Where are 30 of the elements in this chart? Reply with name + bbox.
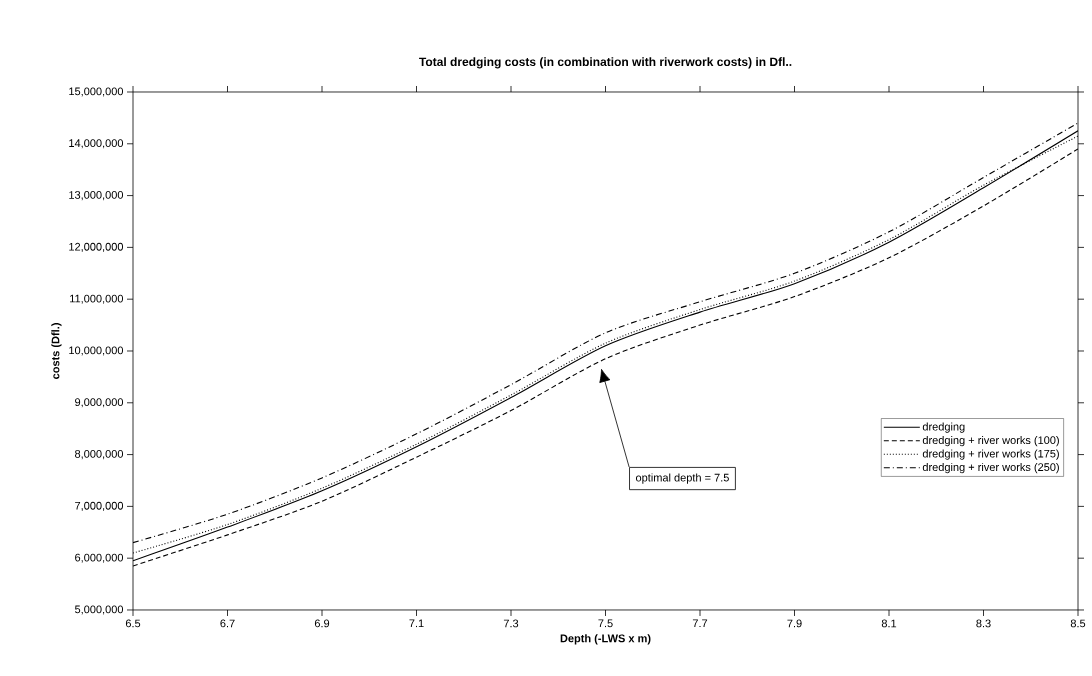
legend-label: dredging + river works (250) [922,462,1059,474]
annotation: optimal depth = 7.5 [635,473,729,484]
y-tick-label: 10,000,000 [69,346,124,356]
x-tick-label: 7.5 [598,619,613,628]
x-tick-label: 6.7 [220,619,235,628]
x-tick-label: 8.5 [1070,619,1086,628]
y-tick-label: 8,000,000 [75,450,124,460]
y-tick-label: 14,000,000 [69,139,124,149]
chart-title: Total dredging costs (in combination with riverwork costs) in Dfl.. [419,57,792,69]
y-axis-title: costs (Dfl.) [51,323,62,379]
y-tick-label: 12,000,000 [69,242,124,252]
x-tick-label: 6.5 [125,619,141,628]
legend-label: dredging + river works (175) [922,449,1059,460]
x-tick-label: 8.3 [976,619,991,628]
y-tick-label: 9,000,000 [75,398,124,408]
x-tick-label: 8.1 [881,619,897,628]
y-tick-label: 7,000,000 [75,501,124,511]
y-tick-label: 15,000,000 [69,87,124,97]
y-tick-label: 5,000,000 [74,605,124,615]
x-tick-label: 7.1 [409,619,424,628]
x-tick-label: 7.3 [503,619,519,628]
legend-label: dredging + river works (100) [922,436,1059,447]
x-tick-label: 7.9 [787,619,802,628]
y-tick-label: 13,000,000 [69,191,124,201]
x-tick-label: 7.7 [692,619,708,628]
y-tick-label: 6,000,000 [75,553,124,563]
y-tick-label: 11,000,000 [70,294,124,304]
x-tick-label: 6.9 [314,619,330,628]
legend-label: dredging [922,422,965,433]
x-axis-title: Depth (-LWS x m) [560,634,651,645]
